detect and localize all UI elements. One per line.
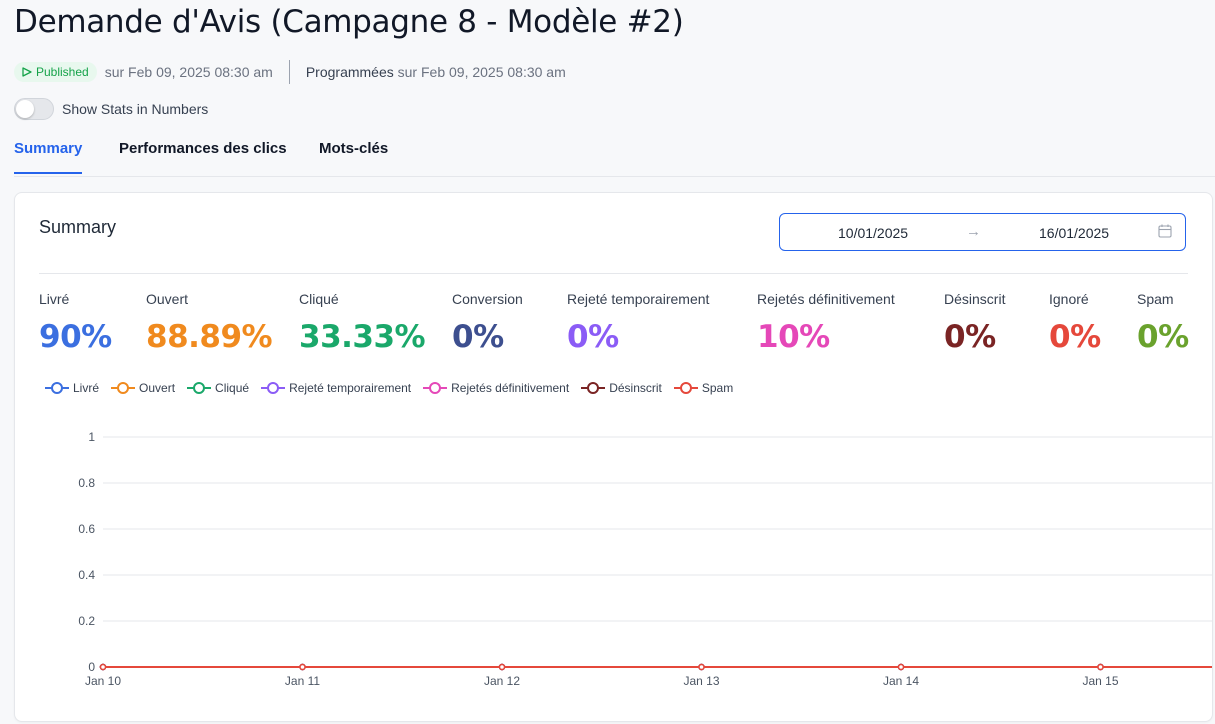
x-tick-label: Jan 12	[484, 674, 520, 688]
line-chart: 0 0.2 0.4 0.6 0.8 1 Jan 10 Jan 11 Jan 12 Jan 13 Ja…	[78, 430, 1212, 688]
stats-toggle-row: Show Stats in Numbers	[14, 98, 208, 120]
legend-item[interactable]: Spam	[673, 381, 734, 395]
legend-label: Rejetés définitivement	[451, 381, 570, 395]
stat-label: Ouvert	[146, 291, 189, 307]
chart-legend: Livré Ouvert Cliqué Rejeté temporairement Re…	[45, 381, 733, 395]
stat-clicked: Cliqué 33.33%	[299, 291, 426, 355]
legend-label: Cliqué	[215, 381, 250, 395]
data-point	[498, 663, 506, 671]
stat-value: 0%	[567, 319, 619, 355]
legend-label: Désinscrit	[609, 381, 662, 395]
stat-value: 90%	[39, 319, 112, 355]
legend-item[interactable]: Rejetés définitivement	[423, 381, 569, 395]
stat-label: Spam	[1137, 291, 1174, 307]
data-point	[897, 663, 905, 671]
date-start[interactable]: 10/01/2025	[838, 225, 909, 241]
summary-title: Summary	[39, 217, 117, 237]
stat-label: Rejetés définitivement	[757, 291, 895, 307]
legend-item[interactable]: Ouvert	[111, 381, 175, 395]
stat-label: Ignoré	[1049, 291, 1089, 307]
data-point	[698, 663, 705, 671]
tab-click-performance[interactable]: Performances des clics	[119, 140, 287, 157]
send-icon	[22, 67, 32, 77]
toggle-knob	[16, 100, 34, 118]
stat-spam: Spam 0%	[1137, 291, 1189, 355]
arrow-right-icon: →	[966, 223, 981, 240]
campaign-meta: Published sur Feb 09, 2025 08:30 am Prog…	[14, 60, 566, 84]
status-badge: Published	[14, 62, 97, 82]
stat-value: 88.89%	[146, 319, 273, 355]
y-tick-label: 0	[88, 660, 95, 674]
x-tick-label: Jan 11	[285, 674, 320, 688]
stat-hard-bounce: Rejetés définitivement 10%	[757, 291, 895, 355]
legend-item[interactable]: Rejeté temporairement	[261, 381, 411, 395]
x-tick-label: Jan 10	[85, 674, 121, 688]
status-badge-label: Published	[36, 65, 89, 79]
legend-label: Rejeté temporairement	[289, 381, 412, 395]
legend-label: Ouvert	[139, 381, 176, 395]
x-tick-label: Jan 14	[883, 674, 919, 688]
stat-value: 33.33%	[299, 319, 426, 355]
legend-marker-icon	[45, 382, 69, 394]
x-tick-label: Jan 15	[1082, 674, 1118, 688]
x-tick-label: Jan 13	[683, 674, 719, 688]
legend-marker-icon	[423, 382, 448, 394]
meta-divider	[288, 60, 290, 84]
page-title: Demande d'Avis (Campagne 8 - Modèle #2)	[14, 4, 684, 40]
date-end[interactable]: 16/01/2025	[1039, 225, 1110, 241]
y-tick-label: 1	[88, 430, 95, 444]
published-date: sur Feb 09, 2025 08:30 am	[104, 64, 273, 80]
date-range-picker[interactable]: 10/01/2025 → 16/01/2025	[779, 213, 1186, 251]
y-tick-label: 0.2	[78, 614, 95, 628]
data-point	[1097, 663, 1104, 671]
scheduled-date: sur Feb 09, 2025 08:30 am	[393, 64, 566, 80]
stat-unsubscribed: Désinscrit 0%	[944, 291, 1005, 355]
legend-label: Spam	[701, 381, 734, 395]
legend-item[interactable]: Cliqué	[187, 381, 249, 395]
legend-marker-icon	[581, 382, 606, 394]
stat-label: Rejeté temporairement	[567, 291, 710, 307]
data-point	[99, 663, 107, 671]
card-divider	[39, 273, 1188, 274]
stat-label: Désinscrit	[944, 291, 1006, 307]
legend-item[interactable]: Livré	[45, 381, 99, 395]
stat-value: 0%	[1049, 319, 1101, 355]
stat-label: Conversion	[452, 291, 523, 307]
stats-toggle-label: Show Stats in Numbers	[62, 101, 209, 117]
legend-marker-icon	[187, 382, 212, 394]
calendar-icon[interactable]	[1158, 224, 1172, 238]
y-tick-label: 0.8	[78, 476, 95, 490]
scheduled-label: Programmées	[305, 64, 394, 80]
stats-numbers-toggle[interactable]	[14, 98, 54, 120]
stat-value: 0%	[944, 319, 996, 355]
y-tick-label: 0.4	[78, 568, 95, 582]
legend-item[interactable]: Désinscrit	[581, 381, 662, 395]
stat-conversion: Conversion 0%	[452, 291, 523, 355]
tab-bar: Summary Performances des clics Mots-clés	[14, 140, 1215, 177]
tab-keywords[interactable]: Mots-clés	[319, 140, 389, 157]
stat-label: Cliqué	[299, 291, 339, 307]
y-tick-label: 0.6	[78, 522, 95, 536]
legend-marker-icon	[673, 382, 698, 394]
stat-ignored: Ignoré 0%	[1049, 291, 1101, 355]
tab-summary[interactable]: Summary	[14, 140, 83, 174]
stat-label: Livré	[39, 291, 70, 307]
legend-label: Livré	[73, 381, 100, 395]
scheduled-info: Programmées sur Feb 09, 2025 08:30 am	[306, 64, 566, 80]
stat-value: 0%	[452, 319, 504, 355]
summary-card: Summary 10/01/2025 → 16/01/2025 Livré 90…	[14, 192, 1213, 722]
stat-value: 10%	[757, 319, 830, 355]
legend-marker-icon	[111, 382, 136, 394]
stat-delivered: Livré 90%	[39, 291, 112, 355]
data-point	[299, 663, 306, 671]
stat-soft-bounce: Rejeté temporairement 0%	[567, 291, 709, 355]
legend-marker-icon	[261, 382, 286, 394]
stat-value: 0%	[1137, 319, 1189, 355]
stat-opened: Ouvert 88.89%	[146, 291, 273, 355]
